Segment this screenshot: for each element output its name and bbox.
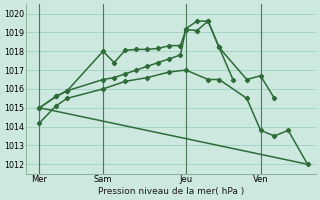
- X-axis label: Pression niveau de la mer( hPa ): Pression niveau de la mer( hPa ): [98, 187, 244, 196]
